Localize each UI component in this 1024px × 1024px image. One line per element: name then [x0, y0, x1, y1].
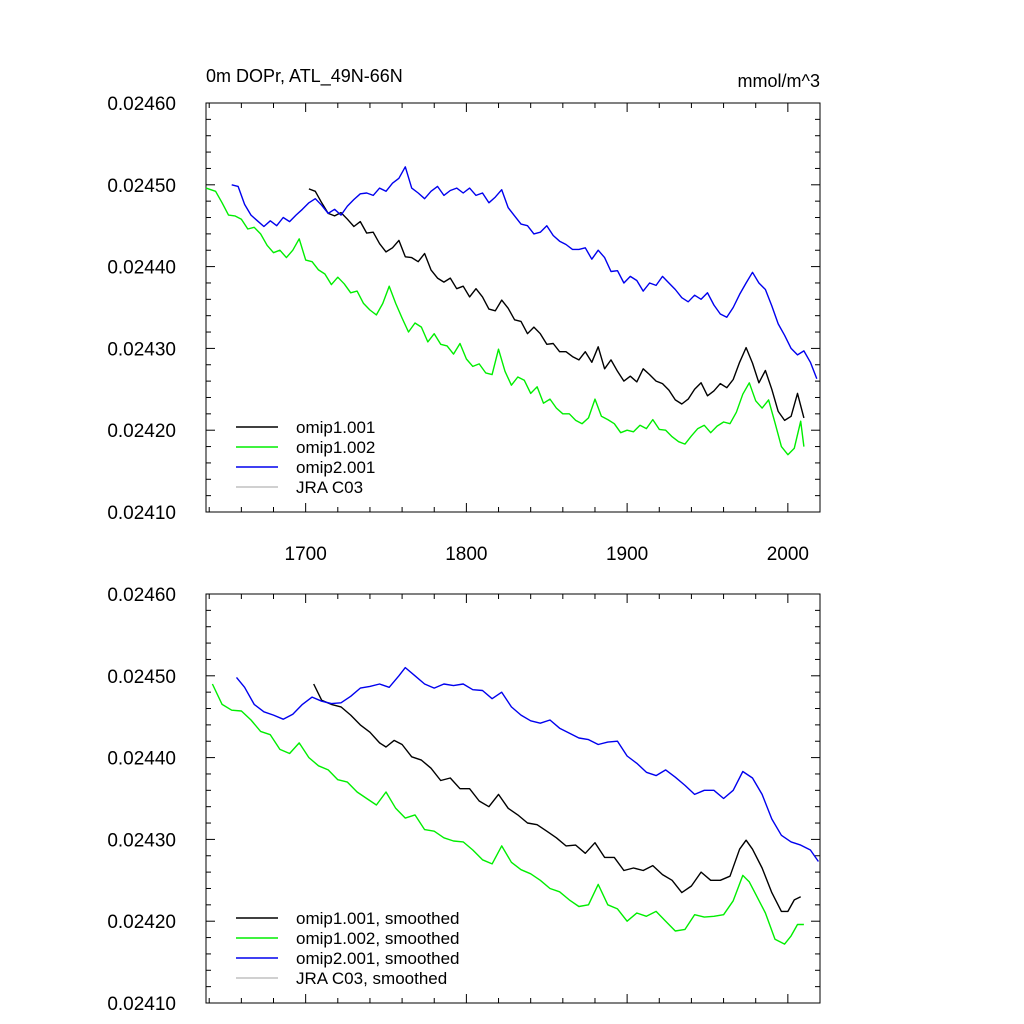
panel2-y-tick-label: 0.02430: [107, 830, 176, 851]
panel1-legend-label: omip2.001: [296, 458, 375, 477]
panel2-y-tick-label: 0.02450: [107, 667, 176, 688]
panel2-plot-frame: [205, 593, 821, 1004]
panel1-units-label: mmol/m^3: [738, 71, 820, 91]
panel2-y-tick-label: 0.02420: [107, 912, 176, 933]
panel2-y-tick-label: 0.02410: [107, 994, 176, 1015]
panel1-series-omip2-001: [231, 166, 818, 379]
panel1-x-tick-label: 1800: [445, 544, 487, 565]
panel2-series-omip1-002-smoothed: [211, 683, 804, 945]
panel1-title: 0m DOPr, ATL_49N-66N: [206, 66, 403, 87]
panel2-legend-label: JRA C03, smoothed: [296, 969, 447, 988]
panel1-y-tick-label: 0.02450: [107, 176, 176, 197]
panel2-y-tick-label: 0.02460: [107, 585, 176, 606]
panel1-x-tick-label: 2000: [767, 544, 809, 565]
panel2-legend-label: omip2.001, smoothed: [296, 949, 460, 968]
panel1-legend-label: omip1.001: [296, 418, 375, 437]
panel1-y-tick-label: 0.02410: [107, 503, 176, 524]
panel1-legend-label: JRA C03: [296, 478, 363, 497]
panel1-x-tick-label: 1900: [606, 544, 648, 565]
panel2-series-omip1-001-smoothed: [313, 683, 802, 913]
panel2-y-tick-label: 0.02440: [107, 749, 176, 770]
panel1-y-tick-label: 0.02440: [107, 258, 176, 279]
panel2-series-omip2-001-smoothed: [235, 666, 819, 862]
panel1-y-tick-label: 0.02460: [107, 94, 176, 115]
panel2-legend-label: omip1.001, smoothed: [296, 909, 460, 928]
panel1-y-tick-label: 0.02430: [107, 339, 176, 360]
panel1-legend-label: omip1.002: [296, 438, 375, 457]
panel1-x-tick-label: 1700: [285, 544, 327, 565]
panel1-y-tick-label: 0.02420: [107, 421, 176, 442]
panel1-series-omip1-001: [308, 188, 805, 422]
panel2-legend-label: omip1.002, smoothed: [296, 929, 460, 948]
panel1-plot-frame: [205, 102, 821, 513]
panel1-series-omip1-002: [205, 187, 805, 456]
